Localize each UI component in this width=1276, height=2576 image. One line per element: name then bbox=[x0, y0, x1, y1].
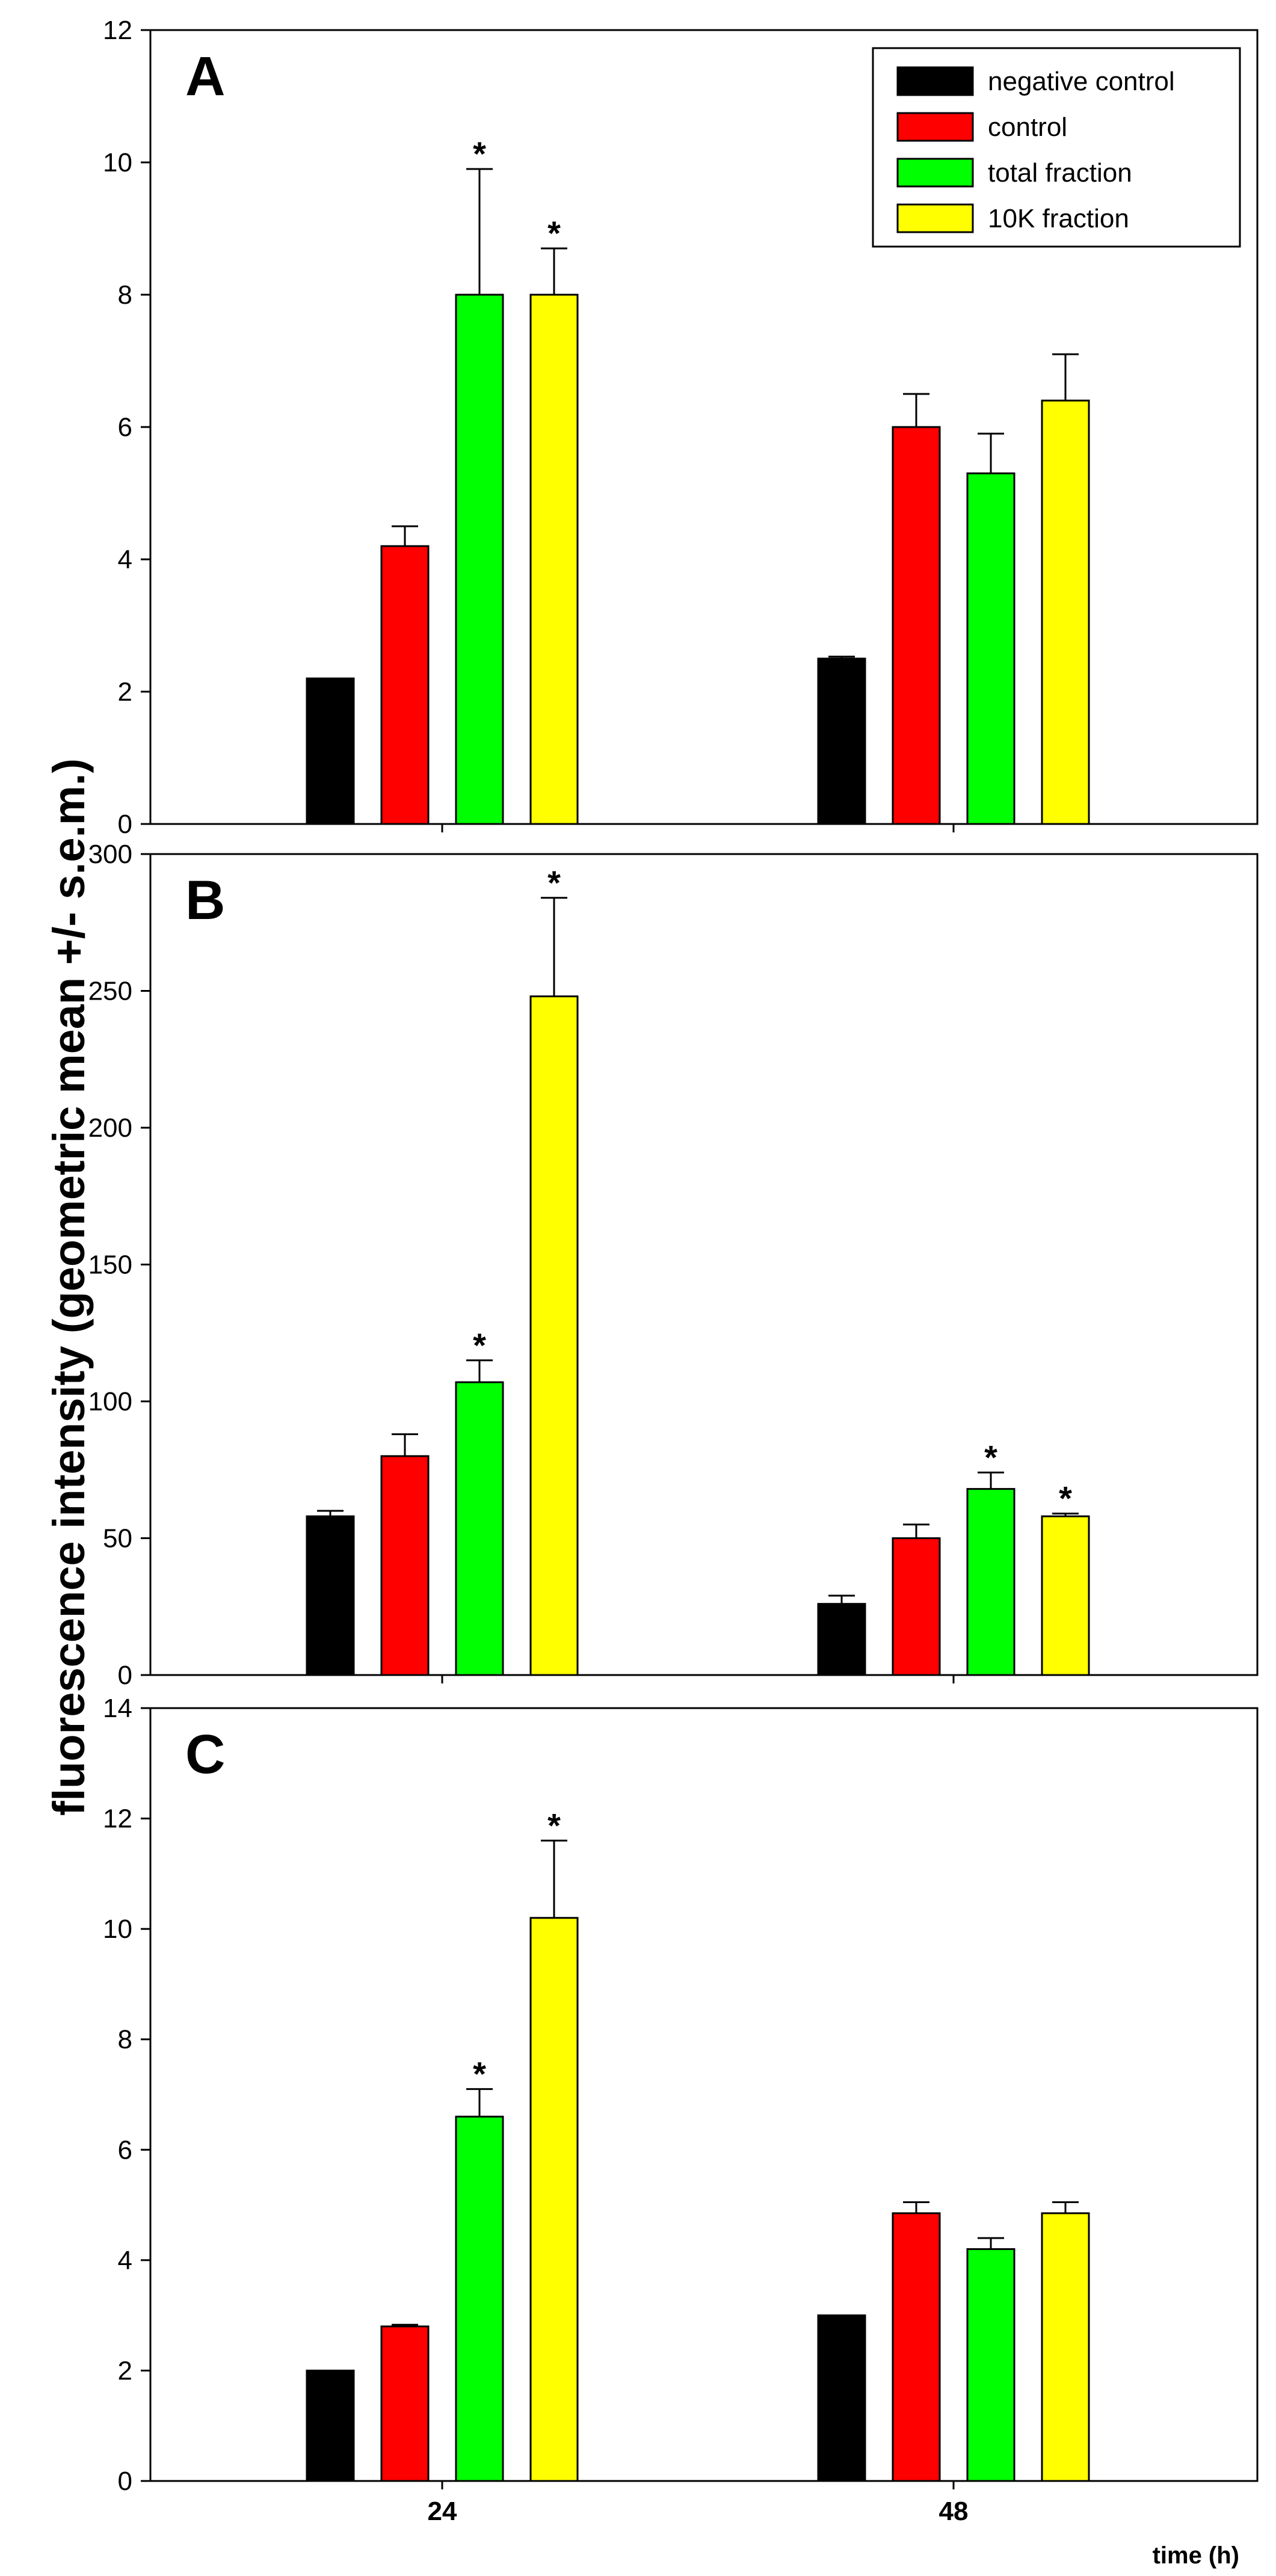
legend-label-control: control bbox=[988, 112, 1067, 142]
panel-c: 0 2 4 6 8 10 12 14 C * * bbox=[103, 1694, 1259, 2496]
y-tick-label: 12 bbox=[103, 16, 132, 45]
y-tick-label: 2 bbox=[118, 677, 132, 707]
legend: negative control control total fraction 10K… bbox=[872, 47, 1241, 248]
bar-total-fraction-24 bbox=[455, 294, 504, 825]
bar-control-48 bbox=[892, 426, 941, 825]
bar-control-24 bbox=[380, 1455, 430, 1676]
significance-marker: * bbox=[473, 1326, 486, 1364]
y-tick-label: 6 bbox=[118, 413, 132, 442]
panel-a: 0 2 4 6 8 10 12 A * * bbox=[103, 16, 1259, 839]
bar-10k-fraction-24 bbox=[529, 995, 579, 1676]
y-tick-label: 10 bbox=[103, 148, 132, 177]
bar-total-fraction-24 bbox=[455, 2115, 504, 2482]
bar-negative-control-48 bbox=[817, 1603, 866, 1676]
y-tick-label: 300 bbox=[88, 840, 132, 869]
panels: 0 2 4 6 8 10 12 A * * 0 50 100 150 200 250 300 B * * * * 0 2 4 6 8… bbox=[88, 16, 1259, 2496]
legend-swatch-control bbox=[896, 112, 974, 142]
significance-marker: * bbox=[547, 864, 561, 902]
bar-total-fraction-48 bbox=[966, 1488, 1016, 1676]
bar-total-fraction-48 bbox=[966, 472, 1016, 825]
significance-marker: * bbox=[1059, 1480, 1072, 1517]
significance-marker: * bbox=[547, 214, 561, 252]
y-tick-label: 250 bbox=[88, 977, 132, 1006]
legend-swatch-10k-fraction bbox=[896, 203, 974, 233]
y-axis-label: fluorescence intensity (geometric mean +… bbox=[44, 758, 94, 1816]
legend-label-total-fraction: total fraction bbox=[988, 158, 1132, 188]
panel-letter: C bbox=[185, 1724, 225, 1785]
legend-swatch-total-fraction bbox=[896, 158, 974, 188]
y-tick-label: 0 bbox=[118, 2467, 132, 2496]
legend-swatch-negative-control bbox=[896, 66, 974, 96]
y-tick-label: 50 bbox=[103, 1524, 132, 1554]
bar-negative-control-24 bbox=[306, 1515, 355, 1676]
y-tick-label: 8 bbox=[118, 2025, 132, 2055]
panel-letter: A bbox=[185, 46, 225, 107]
y-tick-label: 6 bbox=[118, 2135, 132, 2165]
bar-control-48 bbox=[892, 2212, 941, 2482]
y-tick-label: 10 bbox=[103, 1914, 132, 1944]
bar-10k-fraction-24 bbox=[529, 294, 579, 825]
y-tick-label: 200 bbox=[88, 1113, 132, 1143]
significance-marker: * bbox=[473, 135, 486, 173]
panel-b: 0 50 100 150 200 250 300 B * * * * bbox=[88, 840, 1259, 1690]
legend-label-10k-fraction: 10K fraction bbox=[988, 204, 1129, 233]
bar-10k-fraction-48 bbox=[1041, 2212, 1090, 2482]
bar-10k-fraction-48 bbox=[1041, 399, 1090, 825]
y-tick-label: 4 bbox=[118, 545, 132, 574]
significance-marker: * bbox=[984, 1438, 997, 1476]
y-tick-label: 8 bbox=[118, 280, 132, 310]
bar-negative-control-48 bbox=[817, 657, 866, 825]
significance-marker: * bbox=[547, 1806, 561, 1844]
bar-control-24 bbox=[380, 2325, 430, 2482]
bar-control-24 bbox=[380, 545, 430, 825]
y-tick-label: 12 bbox=[103, 1804, 132, 1834]
bar-negative-control-24 bbox=[306, 677, 355, 825]
significance-marker: * bbox=[473, 2055, 486, 2092]
bar-10k-fraction-24 bbox=[529, 1917, 579, 2482]
y-tick-label: 2 bbox=[118, 2356, 132, 2385]
bar-total-fraction-48 bbox=[966, 2248, 1016, 2482]
panel-frame bbox=[149, 1707, 1259, 2482]
y-tick-label: 14 bbox=[103, 1694, 132, 1723]
y-tick-label: 0 bbox=[118, 810, 132, 839]
y-tick-label: 150 bbox=[88, 1250, 132, 1280]
bar-total-fraction-24 bbox=[455, 1381, 504, 1676]
y-tick-label: 0 bbox=[118, 1661, 132, 1690]
bar-control-48 bbox=[892, 1537, 941, 1676]
bar-negative-control-48 bbox=[817, 2314, 866, 2482]
bar-10k-fraction-48 bbox=[1041, 1515, 1090, 1676]
x-axis-label: time (h) bbox=[1153, 2542, 1239, 2569]
y-tick-label: 100 bbox=[88, 1387, 132, 1416]
panel-letter: B bbox=[185, 870, 225, 931]
x-category-label-24: 24 bbox=[428, 2497, 457, 2526]
legend-items: negative control control total fraction 10K… bbox=[896, 66, 1175, 233]
legend-label-negative-control: negative control bbox=[988, 67, 1175, 96]
bar-negative-control-24 bbox=[306, 2369, 355, 2482]
y-tick-label: 4 bbox=[118, 2246, 132, 2275]
x-category-label-48: 48 bbox=[939, 2497, 969, 2526]
